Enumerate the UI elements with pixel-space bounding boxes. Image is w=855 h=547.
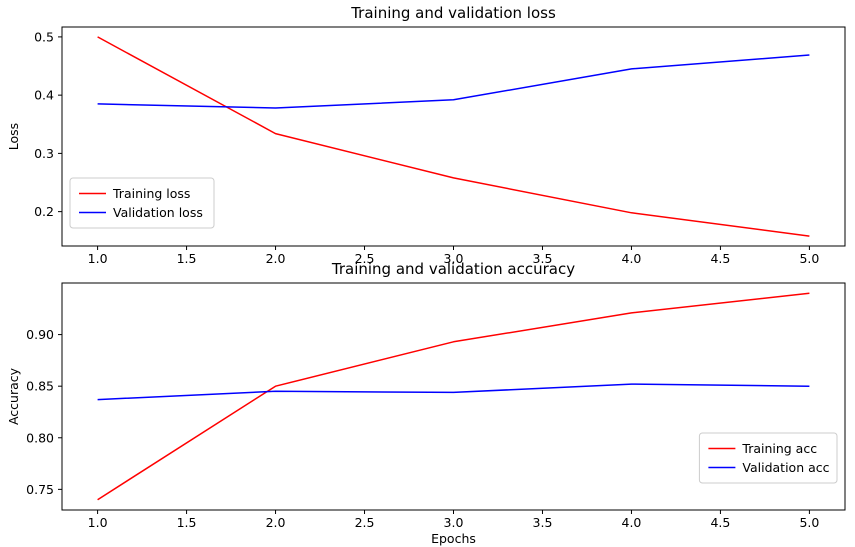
series-validation-acc	[97, 383, 810, 401]
x-tick-label: 2.5	[355, 251, 375, 266]
legend-label: Validation loss	[113, 205, 203, 220]
legend-label: Training acc	[741, 441, 817, 456]
legend-accuracy: Training acc Validation acc	[698, 432, 838, 484]
series-training-acc	[97, 292, 810, 501]
x-tick-label: 4.5	[710, 515, 730, 530]
x-tick-label: 1.5	[177, 515, 197, 530]
series-validation-loss	[97, 54, 810, 109]
y-tick-label: 0.75	[26, 482, 54, 497]
x-tick-label: 2.0	[266, 515, 286, 530]
legend-box	[698, 432, 838, 484]
x-tick-label: 4.0	[622, 251, 642, 266]
y-tick-label: 0.90	[26, 327, 54, 342]
x-tick-label: 2.0	[266, 251, 286, 266]
y-axis-label: Accuracy	[6, 367, 21, 425]
x-tick-label: 5.0	[799, 515, 819, 530]
legend-label: Validation acc	[742, 460, 829, 475]
x-axis-label: Epochs	[431, 531, 476, 546]
x-tick-label: 3.0	[444, 251, 464, 266]
series-training-loss	[97, 36, 810, 237]
x-tick-label: 4.5	[710, 251, 730, 266]
subplot-loss: 1.0 1.5 2.0 2.5 3.0 3.5 4.0 4.5 5.0 0.2 0.3 0.4 0.5 T…	[6, 4, 846, 266]
chart-title: Training and validation accuracy	[331, 260, 575, 278]
y-tick-label: 0.2	[34, 204, 54, 219]
x-tick-label: 3.5	[533, 515, 553, 530]
legend-loss: Training loss Validation loss	[69, 177, 215, 229]
y-tick-label: 0.5	[34, 29, 54, 44]
y-axis-label: Loss	[6, 123, 21, 150]
subplot-accuracy: 1.0 1.5 2.0 2.5 3.0 3.5 4.0 4.5 5.0 0.75 0.80 0.85 0…	[6, 260, 846, 546]
x-tick-label: 5.0	[799, 251, 819, 266]
x-tick-label: 2.5	[355, 515, 375, 530]
x-tick-label: 3.0	[444, 515, 464, 530]
x-tick-label: 4.0	[622, 515, 642, 530]
x-tick-label: 1.0	[88, 251, 108, 266]
y-tick-label: 0.80	[26, 430, 54, 445]
y-tick-label: 0.3	[34, 146, 54, 161]
chart-title: Training and validation loss	[350, 4, 556, 22]
x-tick-label: 1.5	[177, 251, 197, 266]
x-tick-label: 1.0	[88, 515, 108, 530]
y-tick-label: 0.85	[26, 379, 54, 394]
x-tick-label: 3.5	[533, 251, 553, 266]
y-tick-label: 0.4	[34, 88, 54, 103]
legend-label: Training loss	[112, 186, 190, 201]
legend-box	[69, 177, 215, 229]
